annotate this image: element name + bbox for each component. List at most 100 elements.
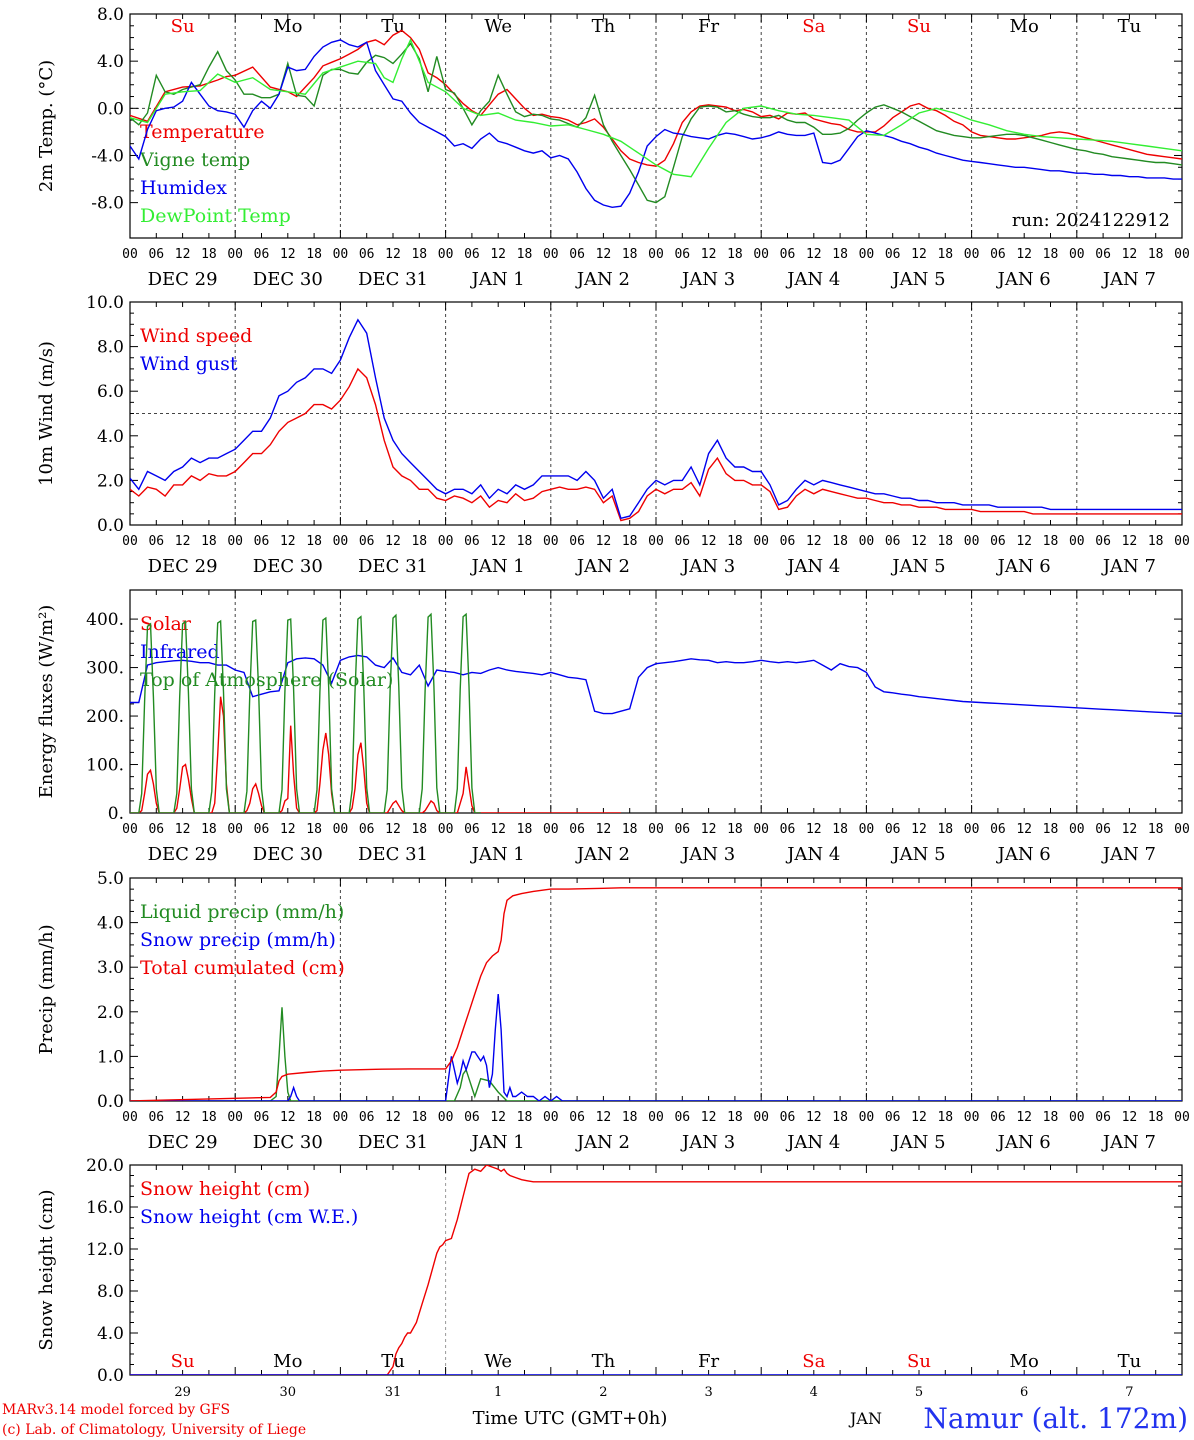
x-day-number: 4	[810, 1385, 818, 1400]
x-hour-label: 06	[780, 822, 796, 837]
x-date-label: DEC 30	[253, 1132, 323, 1153]
x-date-label: JAN 1	[470, 556, 525, 577]
x-hour-label: 06	[464, 822, 480, 837]
x-hour-label: 00	[438, 822, 454, 837]
x-hour-label: 18	[832, 534, 848, 549]
x-hour-label: 18	[937, 247, 953, 262]
x-hour-label: 12	[490, 1110, 506, 1125]
x-hour-label: 00	[227, 822, 243, 837]
x-hour-label: 18	[306, 822, 322, 837]
x-date-label: JAN 5	[890, 1132, 945, 1153]
x-hour-label: 00	[753, 822, 769, 837]
x-hour-label: 18	[937, 1110, 953, 1125]
x-hour-label: 06	[359, 1110, 375, 1125]
x-hour-label: 06	[464, 247, 480, 262]
series-line-dewpoint-temp	[130, 38, 1182, 178]
x-date-label: DEC 29	[148, 269, 218, 290]
credit-line-2: (c) Lab. of Climatology, University of L…	[2, 1422, 306, 1438]
legend-entry: Wind speed	[140, 325, 252, 347]
x-hour-label: 12	[385, 247, 401, 262]
x-hour-label: 06	[569, 247, 585, 262]
x-hour-label: 18	[727, 1110, 743, 1125]
x-hour-label: 18	[517, 247, 533, 262]
x-hour-label: 18	[832, 1110, 848, 1125]
x-hour-label: 06	[885, 822, 901, 837]
x-hour-label: 00	[964, 534, 980, 549]
x-hour-label: 06	[148, 534, 164, 549]
x-hour-label: 00	[438, 1110, 454, 1125]
x-hour-label: 12	[490, 534, 506, 549]
x-hour-label: 18	[727, 822, 743, 837]
panel-energy: 400.300.200.100.0.00 06 12 18 00 06 12 18 00 06 12…	[36, 589, 1190, 865]
x-hour-label: 06	[464, 534, 480, 549]
panel-precip: 5.04.03.02.01.00.000 06 12 18 00 06 12 18 00 06 12…	[36, 869, 1190, 1153]
x-hour-label: 18	[306, 534, 322, 549]
x-hour-label: 12	[596, 247, 612, 262]
day-of-week-label: Fr	[698, 1351, 719, 1372]
x-hour-label: 06	[569, 534, 585, 549]
x-hour-label: 12	[911, 247, 927, 262]
x-hour-label: 00	[122, 534, 138, 549]
x-date-label: JAN 2	[575, 1132, 630, 1153]
series-line-total-cumulated-cm-	[130, 887, 1182, 1101]
x-hour-label: 06	[359, 822, 375, 837]
legend-entry: Snow precip (mm/h)	[140, 929, 336, 951]
x-hour-label: 00	[227, 534, 243, 549]
x-date-label: JAN 6	[996, 1132, 1051, 1153]
legend-entry: Liquid precip (mm/h)	[140, 901, 344, 923]
x-hour-label: 06	[990, 247, 1006, 262]
series-line-wind-speed	[130, 367, 1182, 522]
x-hour-label: 18	[1043, 822, 1059, 837]
x-hour-label: 18	[517, 1110, 533, 1125]
x-date-label: JAN 7	[1101, 844, 1156, 865]
x-hour-label: 06	[990, 534, 1006, 549]
panel-temperature: 8.0 4.0 0.0 -4.0 -8.0 00 06 12 18 00 06 12 18 00 06 12 1…	[36, 5, 1190, 290]
x-hour-label: 18	[517, 822, 533, 837]
run-label: run: 2024122912	[1012, 210, 1170, 231]
x-hour-label: 00	[964, 1110, 980, 1125]
day-of-week-label: Tu	[381, 16, 405, 37]
x-day-number: 2	[599, 1385, 607, 1400]
day-of-week-label: Tu	[1118, 1351, 1142, 1372]
x-hour-label: 00	[1069, 534, 1085, 549]
x-date-label: DEC 29	[148, 556, 218, 577]
x-hour-label: 06	[464, 1110, 480, 1125]
x-hour-label: 18	[937, 534, 953, 549]
x-hour-label: 12	[596, 822, 612, 837]
y-tick-label: 8.0	[97, 338, 124, 358]
x-hour-label: 18	[1043, 247, 1059, 262]
x-day-number: 31	[385, 1385, 402, 1400]
y-tick-label: 4.0	[97, 52, 124, 72]
x-hour-label: 00	[1174, 534, 1190, 549]
x-hour-label: 00	[333, 247, 349, 262]
day-of-week-label: Th	[592, 1351, 616, 1372]
x-hour-label: 06	[780, 534, 796, 549]
x-day-number: 7	[1125, 1385, 1133, 1400]
x-hour-label: 00	[227, 247, 243, 262]
x-hour-label: 12	[1016, 534, 1032, 549]
x-hour-label: 00	[648, 822, 664, 837]
x-hour-label: 06	[885, 534, 901, 549]
x-hour-label: 12	[280, 822, 296, 837]
y-tick-label: 400.	[86, 610, 124, 630]
day-of-week-label: Mo	[1010, 16, 1039, 37]
x-hour-label: 18	[727, 247, 743, 262]
x-day-number: 5	[915, 1385, 923, 1400]
month-label: JAN	[848, 1409, 882, 1428]
x-hour-label: 12	[1122, 534, 1138, 549]
x-hour-label: 12	[911, 1110, 927, 1125]
y-tick-label: 6.0	[97, 382, 124, 402]
x-hour-label: 12	[806, 247, 822, 262]
x-hour-label: 00	[122, 822, 138, 837]
x-hour-label: 12	[1016, 822, 1032, 837]
panel-wind: 10.08.06.04.02.00.000 06 12 18 00 06 12 18 00 06 1…	[36, 293, 1190, 577]
x-date-label: JAN 5	[890, 269, 945, 290]
x-hour-label: 00	[438, 534, 454, 549]
legend-entry: DewPoint Temp	[140, 205, 291, 227]
series-line-humidex	[130, 39, 1182, 209]
x-hour-label: 00	[753, 1110, 769, 1125]
x-hour-label: 12	[701, 822, 717, 837]
x-date-label: JAN 4	[785, 556, 840, 577]
y-tick-label: 0.	[108, 804, 124, 824]
